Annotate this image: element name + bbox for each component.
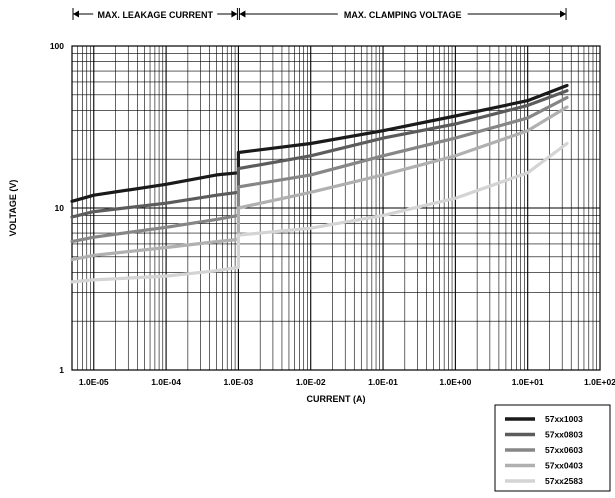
x-tick-labels: 1.0E-05 1.0E-04 1.0E-03 1.0E-02 1.0E-01 1.0E+… bbox=[79, 377, 615, 387]
grid bbox=[72, 46, 600, 371]
x-tick-label: 1.0E+01 bbox=[512, 377, 544, 387]
x-tick-label: 1.0E-05 bbox=[79, 377, 109, 387]
legend-label: 57xx1003 bbox=[545, 414, 583, 424]
region-arrowhead bbox=[73, 10, 79, 18]
series-line-57xx1003 bbox=[70, 83, 569, 203]
series-line-57xx0803 bbox=[70, 89, 569, 219]
region-annotation: MAX. CLAMPING VOLTAGE bbox=[238, 6, 567, 22]
x-tick-label: 1.0E+02 bbox=[584, 377, 615, 387]
region-arrowhead bbox=[560, 10, 567, 18]
series-line-57xx0603 bbox=[70, 95, 569, 244]
series-line-57xx0403 bbox=[70, 105, 569, 262]
y-tick-label: 100 bbox=[50, 41, 64, 51]
legend-label: 57xx0803 bbox=[545, 430, 583, 440]
x-tick-label: 1.0E-04 bbox=[151, 377, 181, 387]
region-label-bg bbox=[337, 6, 468, 22]
legend-item: 57xx2583 bbox=[505, 476, 583, 486]
legend-item: 57xx0603 bbox=[505, 445, 583, 455]
legend-label: 57xx2583 bbox=[545, 476, 583, 486]
legend: 57xx1003 57xx0803 57xx0603 57xx0403 57xx2583 bbox=[494, 404, 611, 492]
x-tick-label: 1.0E-02 bbox=[296, 377, 326, 387]
legend-label: 57xx0403 bbox=[545, 461, 583, 471]
x-tick-label: 1.0E-03 bbox=[224, 377, 254, 387]
series-line-57xx2583 bbox=[70, 141, 569, 284]
x-tick-label: 1.0E+00 bbox=[439, 377, 471, 387]
x-axis-label: CURRENT (A) bbox=[307, 394, 366, 404]
x-tick-label: 1.0E-01 bbox=[368, 377, 398, 387]
y-axis-label: VOLTAGE (V) bbox=[8, 180, 18, 237]
region-label-bg bbox=[93, 6, 218, 22]
series-lines bbox=[70, 83, 569, 284]
region-arrowhead bbox=[239, 10, 246, 18]
y-tick-label: 10 bbox=[55, 203, 65, 213]
region-annotation: MAX. LEAKAGE CURRENT bbox=[72, 6, 238, 22]
region-label: MAX. CLAMPING VOLTAGE bbox=[344, 10, 462, 20]
legend-item: 57xx0403 bbox=[505, 461, 583, 471]
region-arrowhead bbox=[231, 10, 238, 18]
plot-frame bbox=[71, 45, 601, 371]
legend-label: 57xx0603 bbox=[545, 445, 583, 455]
y-tick-label: 1 bbox=[59, 365, 64, 375]
y-tick-labels: 1 10 100 bbox=[50, 41, 64, 375]
region-label: MAX. LEAKAGE CURRENT bbox=[97, 10, 213, 20]
legend-item: 57xx0803 bbox=[505, 430, 583, 440]
legend-item: 57xx1003 bbox=[505, 414, 583, 424]
region-annotations: MAX. LEAKAGE CURRENT MAX. CLAMPING VOLTAG… bbox=[72, 6, 567, 22]
